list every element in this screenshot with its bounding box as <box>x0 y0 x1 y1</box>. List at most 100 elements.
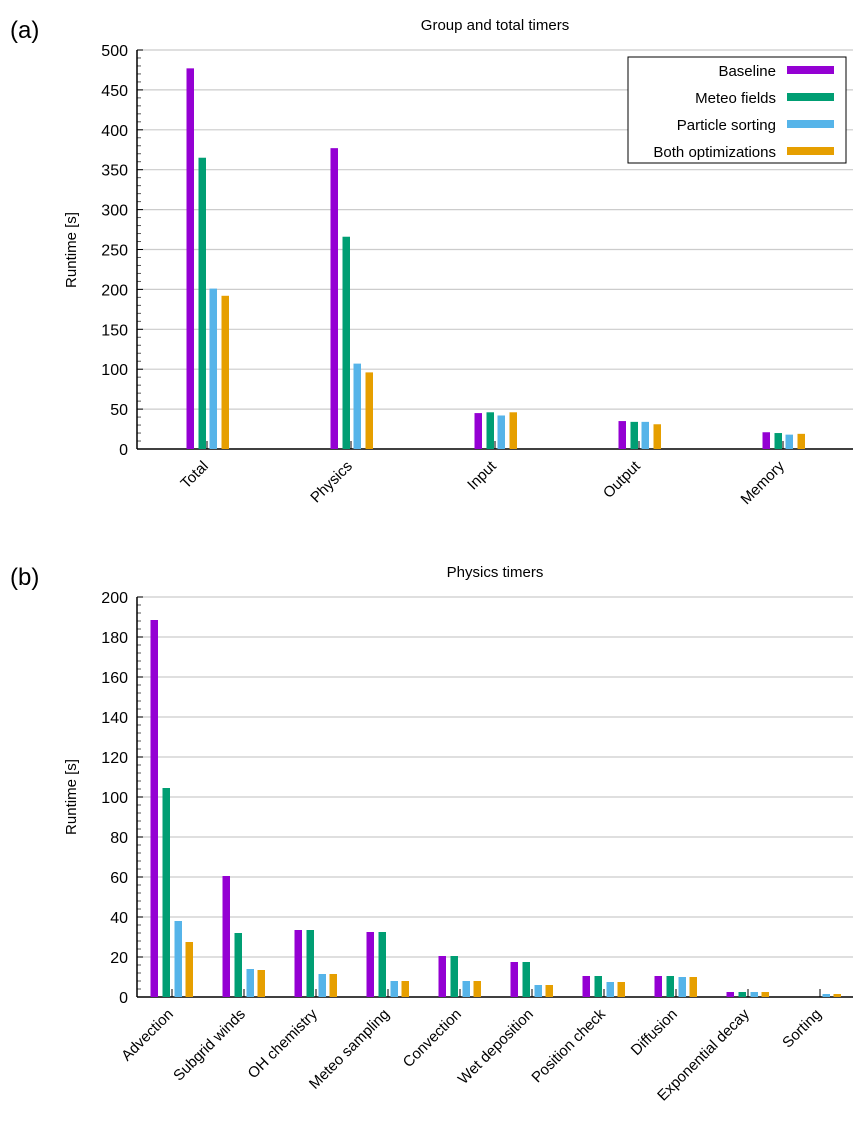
bar-baseline <box>150 620 158 997</box>
legend-label: Meteo fields <box>695 90 776 107</box>
bar-particle-sorting <box>209 288 217 449</box>
x-tick-label: Diffusion <box>628 1006 681 1059</box>
y-tick-label: 100 <box>101 362 128 379</box>
bar-both-optimizations <box>545 985 553 997</box>
bar-both-optimizations <box>653 424 661 449</box>
bar-particle-sorting <box>353 363 361 449</box>
bar-meteo-fields <box>630 421 638 449</box>
bar-particle-sorting <box>822 994 830 997</box>
bar-both-optimizations <box>617 982 625 997</box>
y-tick-label: 500 <box>101 43 128 60</box>
x-tick-label: Input <box>464 457 500 493</box>
y-tick-label: 250 <box>101 243 128 260</box>
bar-baseline <box>582 976 590 997</box>
bar-both-optimizations <box>185 942 193 997</box>
y-tick-label: 60 <box>110 870 128 887</box>
panel-label: (a) <box>10 17 39 44</box>
y-tick-label: 0 <box>119 990 128 1007</box>
y-tick-label: 80 <box>110 830 128 847</box>
bar-meteo-fields <box>522 962 530 997</box>
x-tick-label: Position check <box>528 1005 609 1086</box>
bar-both-optimizations <box>797 433 805 449</box>
x-tick-label: Subgrid winds <box>170 1006 249 1085</box>
legend-swatch <box>787 147 834 155</box>
bar-particle-sorting <box>534 985 542 997</box>
y-tick-label: 150 <box>101 322 128 339</box>
bar-both-optimizations <box>473 981 481 997</box>
bar-meteo-fields <box>666 976 674 997</box>
bar-particle-sorting <box>318 974 326 997</box>
bar-meteo-fields <box>306 930 314 997</box>
bar-meteo-fields <box>198 157 206 450</box>
bar-baseline <box>510 962 518 997</box>
x-tick-label: Output <box>600 457 644 501</box>
y-tick-label: 20 <box>110 950 128 967</box>
x-tick-label: Total <box>177 458 211 492</box>
chart-title: Physics timers <box>447 564 544 581</box>
x-tick-label: Memory <box>738 457 789 508</box>
bar-both-optimizations <box>401 981 409 997</box>
x-tick-label: Physics <box>307 458 356 507</box>
bar-both-optimizations <box>689 977 697 997</box>
legend-swatch <box>787 93 834 101</box>
chart-title: Group and total timers <box>421 17 569 34</box>
legend-swatch <box>787 120 834 128</box>
panel-label: (b) <box>10 564 39 591</box>
bar-meteo-fields <box>162 788 170 997</box>
bar-particle-sorting <box>390 981 398 997</box>
bar-baseline <box>618 421 626 449</box>
bar-particle-sorting <box>497 415 505 449</box>
bar-particle-sorting <box>606 982 614 997</box>
x-tick-label: Sorting <box>779 1006 825 1052</box>
chart-panel-a: (a) Group and total timers Runtime [s] 0 50 1… <box>10 17 853 508</box>
x-tick-label: Advection <box>118 1006 177 1065</box>
legend-box <box>627 56 847 164</box>
bar-both-optimizations <box>257 970 265 997</box>
bar-meteo-fields <box>378 932 386 997</box>
y-tick-label: 40 <box>110 910 128 927</box>
y-tick-label: 200 <box>101 590 128 607</box>
y-axis-label: Runtime [s] <box>63 759 80 835</box>
y-tick-label: 0 <box>119 442 128 459</box>
legend-label: Baseline <box>718 63 776 80</box>
bar-particle-sorting <box>174 921 182 997</box>
bar-both-optimizations <box>221 295 229 449</box>
legend-label: Both optimizations <box>653 144 776 161</box>
y-tick-label: 140 <box>101 710 128 727</box>
bar-particle-sorting <box>246 969 254 997</box>
bar-particle-sorting <box>641 421 649 449</box>
y-tick-label: 200 <box>101 282 128 299</box>
y-tick-label: 400 <box>101 123 128 140</box>
bar-both-optimizations <box>365 372 373 449</box>
bar-meteo-fields <box>342 236 350 449</box>
bar-baseline <box>726 992 734 997</box>
bar-meteo-fields <box>594 976 602 997</box>
bar-baseline <box>222 876 230 997</box>
bar-meteo-fields <box>234 933 242 997</box>
y-tick-label: 120 <box>101 750 128 767</box>
chart-panel-b: (b) Physics timers Runtime [s] 0 20 40 60 80 100… <box>10 564 853 1105</box>
bar-meteo-fields <box>450 956 458 997</box>
bar-meteo-fields <box>486 412 494 449</box>
bar-both-optimizations <box>833 994 841 997</box>
y-tick-label: 350 <box>101 163 128 180</box>
bar-baseline <box>186 68 194 449</box>
legend-swatch <box>787 66 834 74</box>
bar-baseline <box>762 432 770 449</box>
bar-particle-sorting <box>462 981 470 997</box>
x-tick-label: Convection <box>400 1006 465 1071</box>
y-tick-label: 450 <box>101 83 128 100</box>
legend-label: Particle sorting <box>677 117 776 134</box>
bar-baseline <box>654 976 662 997</box>
y-tick-label: 50 <box>110 402 128 419</box>
bar-baseline <box>474 413 482 449</box>
bar-particle-sorting <box>785 434 793 449</box>
bar-meteo-fields <box>738 992 746 997</box>
bar-both-optimizations <box>329 974 337 997</box>
x-tick-label: OH chemistry <box>245 1005 322 1082</box>
y-tick-label: 100 <box>101 790 128 807</box>
y-tick-label: 180 <box>101 630 128 647</box>
y-axis-label: Runtime [s] <box>63 212 80 288</box>
y-tick-label: 300 <box>101 203 128 220</box>
